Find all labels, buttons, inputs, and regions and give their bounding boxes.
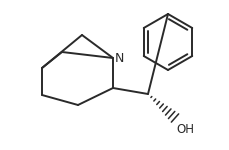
Text: N: N: [114, 51, 124, 64]
Text: OH: OH: [175, 123, 193, 136]
